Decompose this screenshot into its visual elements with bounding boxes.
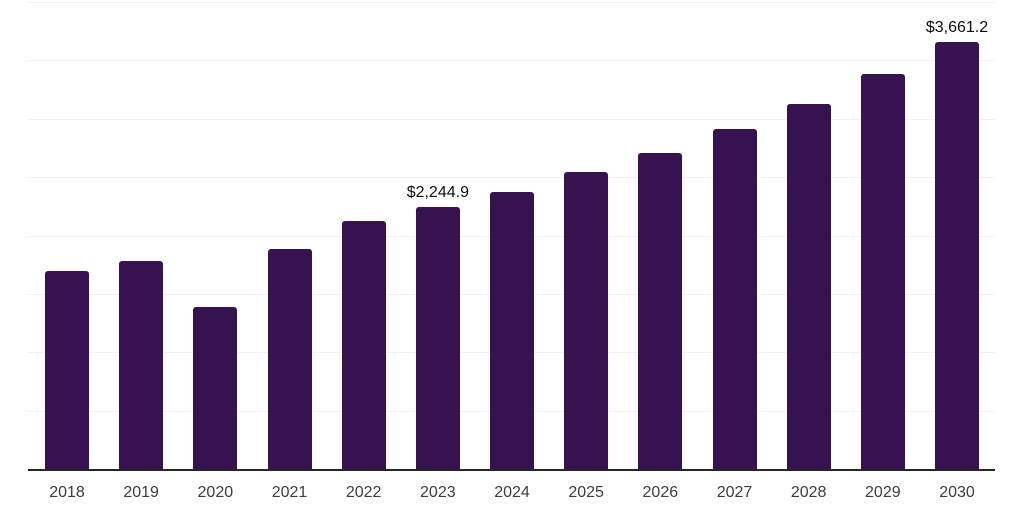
bar-2026 (638, 152, 683, 469)
bar-2019 (119, 261, 164, 469)
x-tick-label-2019: 2019 (123, 484, 159, 501)
x-tick-label-2020: 2020 (197, 484, 234, 501)
plot-area: $2,244.9 $3,661.2 (28, 2, 995, 471)
x-tick-label-2030: 2030 (939, 484, 975, 501)
x-axis-line (28, 469, 995, 471)
x-tick-label-2027: 2027 (716, 484, 753, 501)
x-tick-label-2028: 2028 (790, 484, 827, 501)
gridline (28, 60, 995, 62)
bar-2021 (267, 248, 312, 469)
x-tick-label-2026: 2026 (642, 484, 679, 501)
x-tick-label-2022: 2022 (345, 484, 382, 501)
bar-2029 (860, 73, 905, 469)
bar-2020 (193, 306, 238, 469)
x-tick-label-2021: 2021 (271, 484, 308, 501)
bar-2023 (415, 206, 460, 469)
gridline (28, 2, 995, 3)
bar-2018 (45, 270, 89, 469)
x-tick-label-2025: 2025 (568, 484, 604, 501)
bar-2022 (341, 220, 386, 469)
gridline (28, 118, 995, 120)
bar-value-label: $2,244.9 (406, 183, 469, 201)
bar-2028 (786, 104, 831, 469)
bar-value-label: $3,661.2 (925, 18, 989, 36)
bar-2024 (490, 191, 534, 469)
x-tick-label-2023: 2023 (420, 484, 456, 501)
bar-2030 (935, 41, 979, 469)
bar-2027 (712, 129, 757, 469)
x-tick-label-2029: 2029 (865, 484, 901, 501)
bar-2025 (564, 171, 609, 469)
x-tick-label-2018: 2018 (49, 484, 85, 501)
x-tick-label-2024: 2024 (494, 484, 530, 501)
gridline (28, 177, 995, 179)
